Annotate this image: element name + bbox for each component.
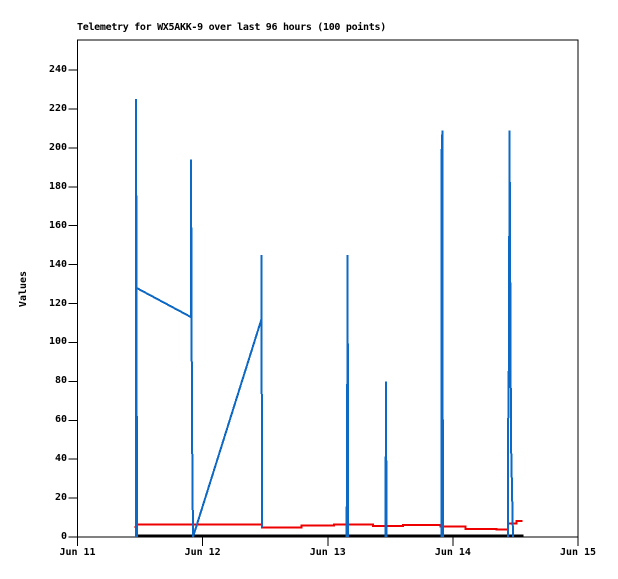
- y-tick-label: 60: [54, 414, 67, 426]
- y-tick-label: 160: [48, 219, 67, 231]
- x-tick-label: Jun 14: [434, 547, 471, 558]
- y-tick-label: 120: [48, 297, 67, 309]
- y-tick-label: 80: [54, 375, 67, 387]
- y-tick-label: 220: [48, 102, 67, 114]
- y-tick-label: 40: [54, 453, 67, 465]
- chart-title: Telemetry for WX5AKK-9 over last 96 hour…: [77, 22, 386, 33]
- x-tick-label: Jun 15: [559, 547, 597, 558]
- y-tick-label: 140: [48, 258, 67, 270]
- y-tick-label: 0: [60, 531, 67, 542]
- telemetry-blue-series-polyline: [345, 254, 350, 538]
- plot-frame: [77, 39, 579, 538]
- y-tick-label: 20: [54, 492, 67, 504]
- x-tick-label: Jun 11: [59, 547, 96, 558]
- y-tick-label: 240: [48, 64, 67, 75]
- telemetry-blue-series-polyline: [440, 130, 444, 538]
- x-tick-label: Jun 13: [309, 547, 346, 558]
- y-tick-label: 100: [48, 336, 67, 348]
- y-tick-label: 180: [48, 180, 67, 192]
- telemetry-blue-series-polyline: [507, 130, 514, 538]
- y-tick-label: 200: [48, 141, 67, 153]
- telemetry-blue-series-polyline: [384, 381, 388, 538]
- x-tick-label: Jun 12: [184, 547, 221, 558]
- telemetry-blue-series-polyline: [135, 99, 138, 538]
- telemetry-blue-series-polyline: [136, 159, 263, 538]
